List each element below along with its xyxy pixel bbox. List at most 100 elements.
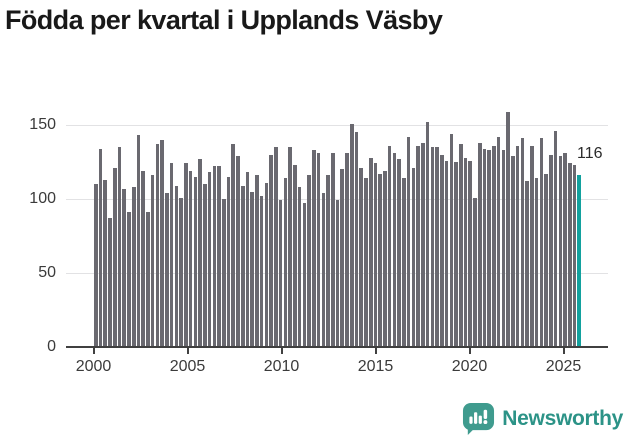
x-tick-label-2020: 2020 — [451, 358, 488, 375]
bar — [511, 156, 515, 347]
bar — [444, 160, 449, 347]
bar — [463, 157, 468, 347]
bar — [520, 138, 525, 347]
bar — [411, 167, 416, 347]
bar — [458, 144, 463, 347]
bar — [240, 185, 245, 347]
x-axis-line — [66, 346, 608, 348]
bar — [492, 145, 496, 347]
bar — [155, 144, 160, 347]
bar — [525, 181, 529, 347]
bar — [549, 154, 553, 347]
bar — [212, 166, 217, 347]
bar — [473, 197, 477, 347]
bar — [430, 147, 435, 347]
bar — [482, 148, 487, 347]
bar — [146, 212, 150, 347]
y-gridline-100 — [66, 199, 608, 200]
bar — [203, 184, 207, 347]
y-gridline-150 — [66, 125, 608, 126]
bar — [307, 175, 311, 347]
bar — [112, 167, 117, 347]
bar — [136, 135, 141, 347]
bar — [449, 133, 454, 347]
bar — [425, 122, 430, 347]
bar — [117, 147, 122, 347]
bar-highlighted — [577, 175, 582, 347]
bar — [539, 138, 544, 347]
bar — [131, 187, 136, 347]
bar — [103, 179, 108, 347]
bar — [122, 188, 127, 347]
x-axis-tick — [186, 348, 189, 354]
bar — [335, 200, 340, 347]
bar — [354, 132, 359, 347]
bar — [345, 153, 349, 347]
y-tick-label: 50 — [38, 264, 56, 281]
bar — [544, 173, 548, 347]
bar — [553, 130, 558, 347]
x-axis-tick — [562, 348, 565, 354]
bar — [94, 184, 98, 347]
bar — [421, 142, 425, 347]
bar — [373, 163, 378, 347]
bar — [468, 160, 473, 347]
bar — [440, 154, 444, 347]
bar — [558, 156, 563, 347]
x-axis-tick — [374, 348, 377, 354]
bar-annotation: 116 — [577, 145, 603, 162]
x-tick-label-2025: 2025 — [545, 358, 582, 375]
bar — [321, 193, 326, 347]
bar — [496, 136, 501, 347]
x-axis-tick — [280, 348, 283, 354]
bar — [392, 153, 397, 347]
bar — [160, 139, 164, 347]
bar — [331, 153, 335, 347]
bar — [349, 123, 354, 347]
newsworthy-logo: Newsworthy — [462, 402, 623, 435]
bar — [383, 170, 387, 347]
bar — [283, 178, 288, 347]
bar — [501, 150, 506, 347]
bar — [316, 153, 321, 347]
bar — [435, 147, 439, 347]
bar — [406, 136, 411, 347]
bar — [226, 176, 231, 347]
bar — [108, 218, 112, 347]
bar — [250, 191, 254, 347]
x-tick-label-2015: 2015 — [357, 358, 394, 375]
bar — [274, 147, 278, 347]
bar — [231, 144, 236, 347]
bar — [378, 173, 382, 347]
bar — [454, 162, 458, 347]
bar — [563, 153, 567, 347]
y-tick-label: 0 — [47, 338, 56, 355]
bar — [387, 145, 392, 347]
bar — [302, 203, 307, 347]
bar — [193, 176, 198, 347]
bar — [217, 166, 221, 347]
bar — [169, 163, 174, 347]
bar — [340, 169, 345, 347]
bar — [297, 187, 302, 347]
bar — [359, 167, 364, 347]
bar — [416, 145, 420, 347]
bar — [207, 172, 212, 347]
bar — [293, 164, 297, 347]
y-tick-label: 100 — [29, 190, 56, 207]
bar — [179, 197, 183, 347]
bar — [184, 163, 188, 347]
bar — [174, 185, 179, 347]
y-tick-label: 150 — [29, 116, 56, 133]
bar — [515, 145, 520, 347]
bar — [278, 200, 283, 347]
bar — [487, 150, 491, 347]
bar — [150, 175, 155, 347]
bar — [221, 199, 226, 347]
x-axis-tick — [92, 348, 95, 354]
newsworthy-bubble-chart-icon — [463, 402, 495, 435]
x-tick-label-2000: 2000 — [75, 358, 112, 375]
bar — [127, 212, 131, 347]
